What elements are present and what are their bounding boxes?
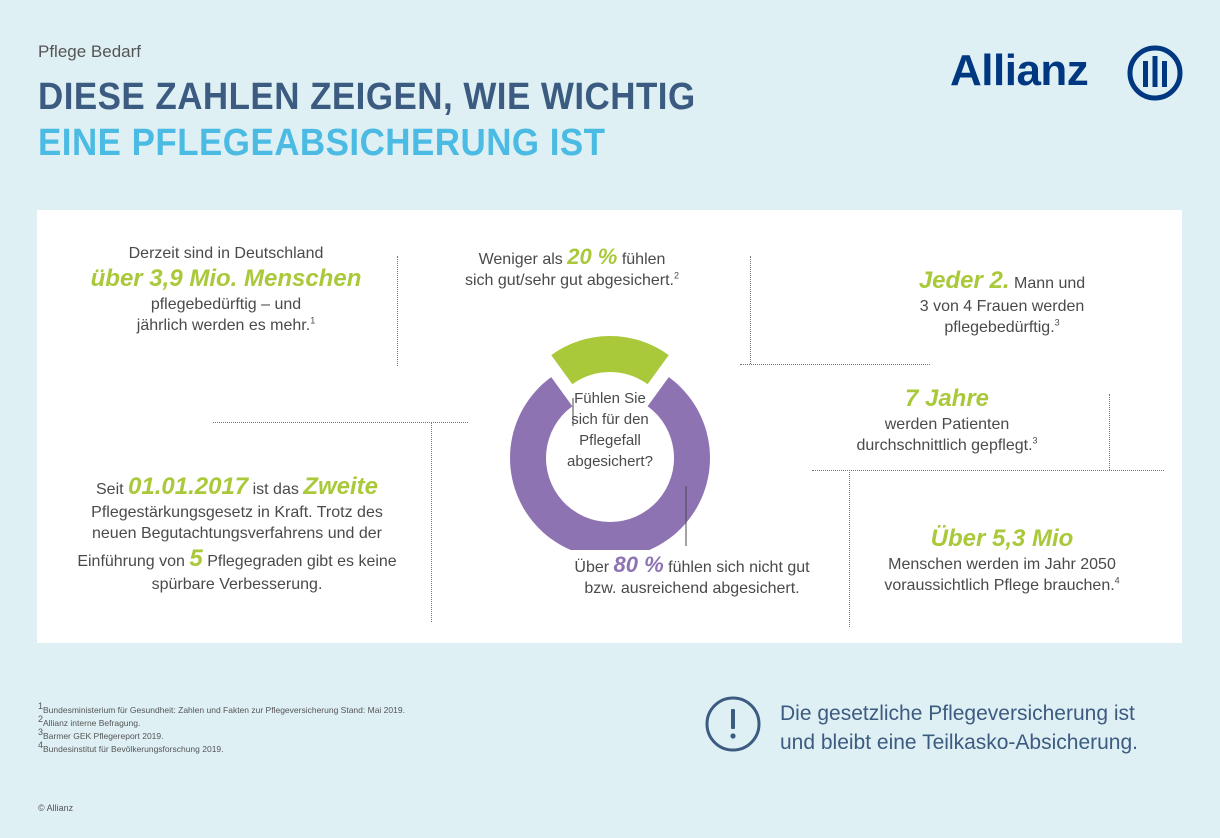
footnote-ref: 2 (674, 270, 680, 281)
fact-years-highlight: 7 Jahre (904, 385, 990, 412)
footnote-ref: 3 (1032, 435, 1038, 446)
footnote-number: 2 (38, 714, 44, 725)
footnote-text: Bundesministerium für Gesundheit: Zahlen… (43, 705, 405, 715)
fact-law-mid: ist das (252, 481, 299, 498)
fact-future: Über 5,3 Mio Menschen werden im Jahr 205… (857, 524, 1147, 596)
chart-bottom-label: Über 80 % fühlen sich nicht gut bzw. aus… (542, 554, 842, 599)
fact-people-line2: pflegebedürftig – und (150, 296, 302, 313)
fact-law-number: 5 (189, 545, 203, 572)
fact-every-second-line1: Mann und (1014, 275, 1086, 292)
fact-law-line4-pre: Einführung von (77, 553, 185, 570)
chart-top-post: fühlen (621, 251, 666, 268)
fact-law-line4-post: Pflegegraden gibt es keine (207, 553, 397, 570)
fact-every-second-line2: 3 von 4 Frauen werden (919, 298, 1085, 315)
donut-center-line: Fühlen Sie (574, 390, 646, 407)
logo-wordmark: Allianz (950, 46, 1089, 95)
fact-law: Seit 01.01.2017 ist das Zweite Pflegestä… (57, 472, 417, 595)
footnote-item: 1Bundesministerium für Gesundheit: Zahle… (38, 701, 405, 717)
allianz-logo: Allianz (950, 42, 1185, 102)
facts-panel: Derzeit sind in Deutschland über 3,9 Mio… (37, 210, 1182, 643)
footnote-ref: 3 (1054, 317, 1060, 328)
divider-line (431, 422, 432, 622)
fact-every-second-highlight: Jeder 2. (918, 267, 1010, 294)
chart-top-pre: Weniger als (478, 251, 563, 268)
donut-slice (551, 336, 669, 385)
fact-future-line1: Menschen werden im Jahr 2050 (888, 556, 1116, 573)
donut-chart (510, 336, 710, 550)
donut-slice (510, 377, 710, 550)
divider-line (213, 422, 468, 423)
donut-center-line: abgesichert? (567, 453, 653, 470)
chart-bottom-value: 80 % (613, 552, 664, 577)
page-title-line1: DIESE ZAHLEN ZEIGEN, WIE WICHTIG (38, 76, 696, 118)
footnote-item: 2Allianz interne Befragung. (38, 714, 405, 730)
fact-law-highlight: Zweite (303, 473, 378, 500)
footnote-number: 3 (38, 727, 44, 738)
divider-line (750, 256, 751, 364)
donut-center-line: Pflegefall (579, 432, 641, 449)
fact-people-highlight: über 3,9 Mio. Menschen (90, 265, 362, 292)
footnote-ref: 1 (310, 315, 316, 326)
fact-future-line2: voraussichtlich Pflege brauchen. (884, 577, 1115, 594)
fact-every-second: Jeder 2. Mann und 3 von 4 Frauen werden … (857, 266, 1147, 338)
copyright: © Allianz (38, 803, 74, 813)
footnote-list: 1Bundesministerium für Gesundheit: Zahle… (38, 701, 405, 756)
exclamation-icon (705, 696, 761, 752)
fact-years-line1: werden Patienten (884, 416, 1010, 433)
divider-line (849, 472, 850, 627)
footnote-number: 1 (38, 701, 44, 712)
footnote-ref: 4 (1114, 575, 1120, 586)
fact-years: 7 Jahre werden Patienten durchschnittlic… (797, 384, 1097, 456)
divider-line (740, 364, 930, 365)
notice-line2: und bleibt eine Teilkasko-Absicherung. (780, 731, 1139, 754)
chart-top-line2: sich gut/sehr gut abgesichert. (464, 272, 674, 289)
page-title-line2: EINE PFLEGEABSICHERUNG IST (38, 122, 606, 164)
chart-top-label: Weniger als 20 % fühlen sich gut/sehr gu… (432, 246, 712, 291)
chart-top-value: 20 % (567, 244, 618, 269)
notice-line1: Die gesetzliche Pflegeversicherung ist (780, 702, 1135, 725)
fact-law-pre: Seit (96, 481, 124, 498)
fact-future-highlight: Über 5,3 Mio (930, 525, 1074, 552)
fact-law-line2: Pflegestärkungsgesetz in Kraft. Trotz de… (91, 504, 383, 521)
footnote-text: Barmer GEK Pflegereport 2019. (43, 731, 164, 741)
page-subtitle: Pflege Bedarf (38, 42, 142, 61)
chart-bottom-post: fühlen sich nicht gut (668, 559, 810, 576)
footnote-text: Allianz interne Befragung. (43, 718, 141, 728)
donut-center-label: Fühlen Sie sich für den Pflegefall abges… (550, 388, 670, 472)
footnote-text: Bundesinstitut für Bevölkerungsforschung… (43, 744, 224, 754)
footnote-item: 3Barmer GEK Pflegereport 2019. (38, 727, 405, 743)
fact-law-date: 01.01.2017 (128, 473, 249, 500)
fact-people-line1: Derzeit sind in Deutschland (128, 245, 324, 262)
fact-years-line2: durchschnittlich gepflegt. (856, 437, 1033, 454)
footnote-number: 4 (38, 740, 44, 751)
divider-line (812, 470, 1164, 471)
fact-people: Derzeit sind in Deutschland über 3,9 Mio… (67, 243, 385, 336)
footnote-item: 4Bundesinstitut für Bevölkerungsforschun… (38, 740, 405, 756)
fact-law-line5: spürbare Verbesserung. (151, 576, 323, 593)
fact-people-line3: jährlich werden es mehr. (136, 317, 311, 334)
allianz-eagle-icon (1127, 45, 1183, 101)
chart-bottom-pre: Über (574, 559, 610, 576)
notice-text: Die gesetzliche Pflegeversicherung ist u… (780, 699, 1138, 757)
chart-bottom-line2: bzw. ausreichend abgesichert. (584, 580, 800, 597)
donut-center-line: sich für den (571, 411, 649, 428)
divider-line (397, 256, 398, 366)
fact-every-second-line3: pflegebedürftig. (944, 319, 1055, 336)
fact-law-line3: neuen Begutachtungsverfahrens und der (92, 525, 382, 542)
divider-line (1109, 394, 1110, 470)
